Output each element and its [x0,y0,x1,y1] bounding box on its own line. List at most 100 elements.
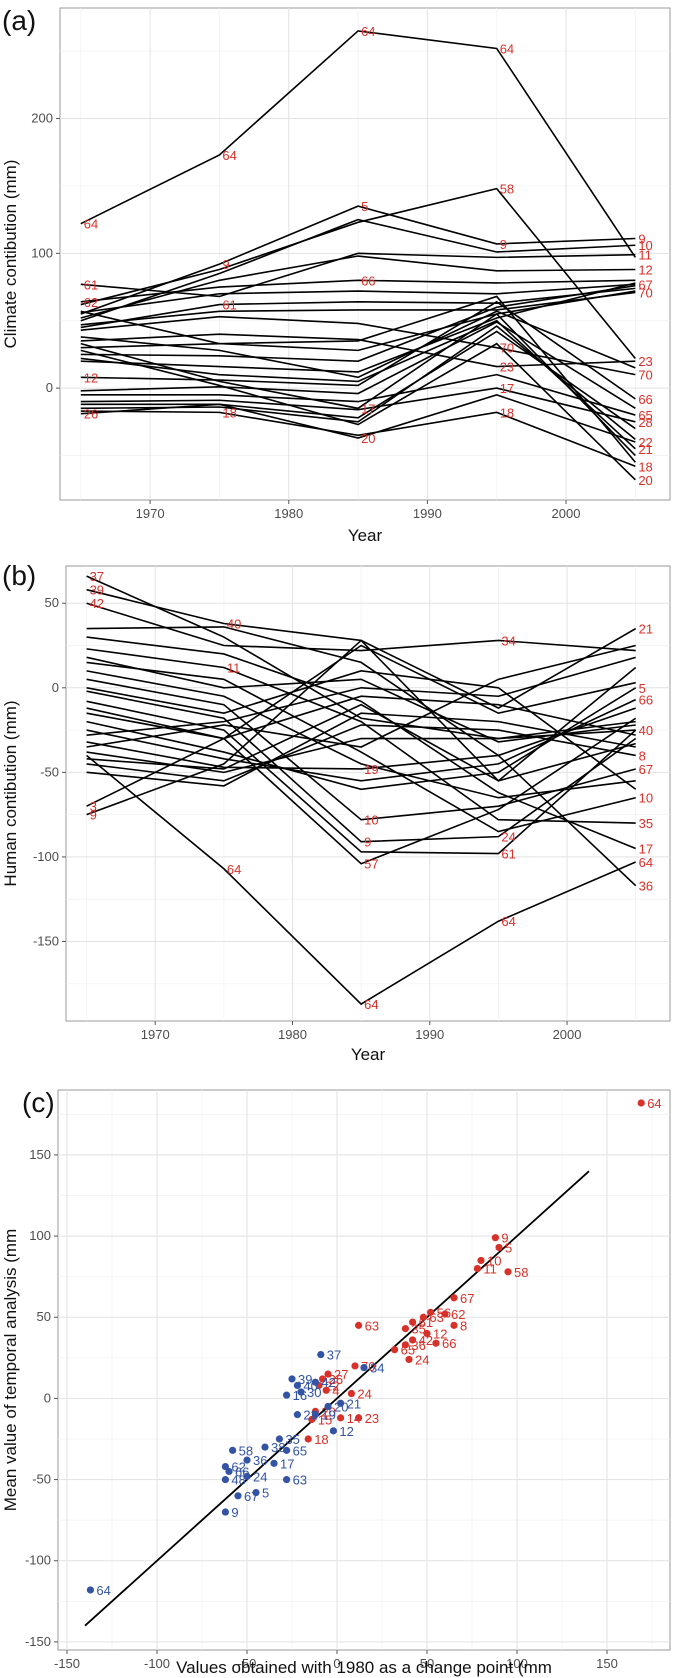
point-label: 58 [514,1265,528,1280]
point-label: 64 [500,41,514,56]
point-label: 34 [370,1361,384,1376]
red-data-point [391,1346,399,1354]
series-line [86,695,636,807]
point-label: 64 [501,914,515,929]
series-line [86,636,636,850]
point-label: 62 [231,1460,245,1475]
reference-line [84,1170,590,1627]
series-line [86,666,637,782]
point-label: 66 [442,1336,456,1351]
point-label: 64 [84,217,98,232]
point-label: 12 [84,370,98,385]
scatter-comparison-chart: -150 -100 -50 0 50 100 150 -150 -100 -50 0 50 100 150… [1,1087,671,1677]
point-label: 18 [500,405,514,420]
point-label: 19 [364,762,378,777]
y-tick-label: -150 [33,934,59,949]
series-line [80,255,636,319]
panel-label: (a) [2,5,36,36]
blue-data-point [324,1402,332,1411]
blue-data-point [293,1411,301,1419]
point-label: 61 [222,298,236,313]
point-label: 27 [334,1367,348,1382]
point-label: 38 [271,1440,285,1455]
point-label: 57 [364,857,378,872]
x-tick-label: 1970 [141,1027,170,1042]
point-label: 42 [321,1375,335,1390]
x-axis-title: Year [348,526,383,545]
y-tick-label: 200 [31,111,53,126]
red-data-point [401,1325,409,1333]
point-label: 11 [483,1262,497,1277]
series-line [86,656,636,743]
blue-data-point [221,1475,229,1484]
point-label: 64 [639,855,653,870]
series-line [86,639,636,816]
point-label: 11 [227,660,241,675]
point-label: 17 [280,1456,294,1471]
point-label: 18 [222,405,236,420]
blue-data-point [261,1443,269,1451]
point-label: 35 [411,1322,425,1337]
x-axis-title: Values obtained with 1980 as a change po… [176,1658,552,1677]
red-data-point [304,1435,312,1443]
y-tick-label: 0 [44,1390,51,1405]
red-data-point [495,1243,503,1252]
red-data-point [324,1370,332,1378]
point-label: 70 [638,368,652,383]
point-label: 9 [231,1505,238,1520]
point-label: 12 [433,1326,447,1341]
point-label: 23 [365,1411,379,1426]
blue-data-point [297,1388,305,1396]
point-label: 40 [639,723,653,738]
panel-label: (c) [22,1087,55,1118]
blue-data-point [252,1488,260,1497]
plot-panel [65,565,671,1022]
point-label: 36 [411,1338,425,1353]
red-data-point [347,1389,355,1398]
point-label: 58 [239,1443,253,1458]
x-tick-label: 150 [596,1656,618,1671]
blue-data-point [221,1508,229,1516]
blue-data-point [225,1467,233,1476]
point-label: 5 [361,199,368,214]
x-tick-label: 2000 [553,1027,582,1042]
point-label: 37 [327,1348,341,1363]
point-label: 24 [415,1352,429,1367]
y-axis-title: Human contibution (mm) [1,700,20,886]
point-label: 63 [365,1318,379,1333]
blue-data-point [270,1459,278,1467]
point-label: 21 [347,1396,361,1411]
point-label: 9 [501,1231,508,1246]
point-label: 26 [329,1372,343,1387]
x-tick-label: 100 [506,1656,528,1671]
red-data-point [322,1386,330,1394]
point-label: 35 [285,1432,299,1447]
point-label: 10 [487,1253,501,1268]
series-line [80,300,636,400]
x-tick-label: 0 [333,1656,340,1671]
red-data-point [351,1362,359,1370]
point-label: 36 [639,879,653,894]
point-label: 61 [419,1315,433,1330]
red-data-point [409,1336,417,1344]
series-line [86,670,636,799]
red-data-point [419,1313,427,1321]
series-line [86,575,636,740]
blue-data-point [317,1350,325,1359]
point-label: 35 [639,816,653,831]
y-tick-label: 0 [52,680,59,695]
y-axis-title: Climate contibution (mm) [1,160,20,349]
point-label: 65 [638,408,652,423]
red-data-point [637,1099,645,1107]
blue-data-point [337,1399,345,1407]
panel-label: (b) [2,560,36,591]
blue-data-point [311,1378,319,1386]
point-label: 67 [638,277,652,292]
blue-data-point [360,1363,368,1372]
series-line [86,687,637,791]
series-line [80,218,636,322]
human-contribution-chart: 1970 1980 1990 2000 -150 -100 -50 0 50 64 64 64 64 37… [1,560,671,1064]
series-line [86,644,636,740]
point-label: 16 [293,1388,307,1403]
series-line [86,644,636,748]
